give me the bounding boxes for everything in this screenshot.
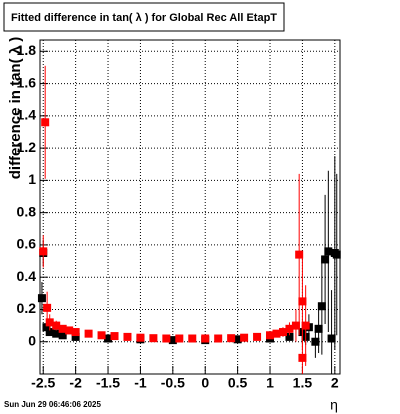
data-point [314,324,323,333]
data-point [45,318,54,327]
data-point [42,323,51,332]
data-point [97,331,106,340]
data-point [149,334,158,343]
data-point [104,334,113,343]
y-tick-label: 1.4 [17,107,37,123]
data-point [110,332,119,341]
x-tick-label: 1.5 [293,375,313,391]
x-tick-label: -2 [69,375,82,391]
data-point [84,329,93,338]
data-point [71,328,80,337]
data-point [301,321,310,330]
data-point [52,321,61,330]
y-tick-label: 0.8 [17,203,37,219]
data-point [327,334,336,343]
y-tick-label: 1.2 [17,139,37,155]
data-point [332,250,341,259]
data-point [58,324,67,333]
x-tick-label: -2.5 [31,375,55,391]
x-tick-label: 2 [331,375,339,391]
x-tick-label: 0.5 [228,375,248,391]
data-point [39,247,48,256]
title-box [3,2,285,32]
data-point [272,329,281,338]
data-point [162,334,171,343]
data-point [285,324,294,333]
data-point [168,336,177,345]
x-tick-label: -1 [134,375,147,391]
data-point [175,334,184,343]
chart-title: Fitted difference in tan( λ ) for Global… [11,12,277,24]
data-point [71,332,80,341]
y-tick-label: 0.4 [17,268,37,284]
data-point [214,334,223,343]
data-point [233,335,242,344]
data-point [253,332,262,341]
timestamp: Sun Jun 29 06:46:06 2025 [4,400,101,409]
y-tick-label: 1 [28,171,36,187]
data-point [311,337,320,346]
y-tick-label: 1.8 [17,42,37,58]
data-point [291,321,300,330]
y-tick-label: 0.2 [17,300,37,316]
x-tick-label: 0 [201,375,209,391]
data-point [201,334,210,343]
x-tick-label: -0.5 [161,375,185,391]
y-axis-label: difference in tan( λ ) [7,37,24,180]
y-tick-label: 0.6 [17,236,37,252]
data-point [298,353,307,362]
data-point [266,331,275,340]
data-point [240,333,249,342]
data-point [136,333,145,342]
y-tick-label: 0 [28,332,36,348]
x-tick-label: 1 [266,375,274,391]
data-point [45,328,54,337]
data-point [58,331,67,340]
data-point [227,334,236,343]
data-point [285,332,294,341]
y-tick-label: 1.6 [17,74,37,90]
data-point [321,255,330,264]
x-axis-label: η [330,397,338,413]
data-point [324,247,333,256]
data-point [298,297,307,306]
data-point [317,302,326,311]
data-point [37,294,46,303]
data-point [123,332,132,341]
data-point [41,118,50,127]
data-point [65,326,74,335]
plot-frame [39,39,341,375]
x-tick-label: -1.5 [96,375,120,391]
data-point [52,329,61,338]
data-point [278,328,287,337]
data-point [295,250,304,259]
data-point [188,334,197,343]
data-point [43,303,52,312]
